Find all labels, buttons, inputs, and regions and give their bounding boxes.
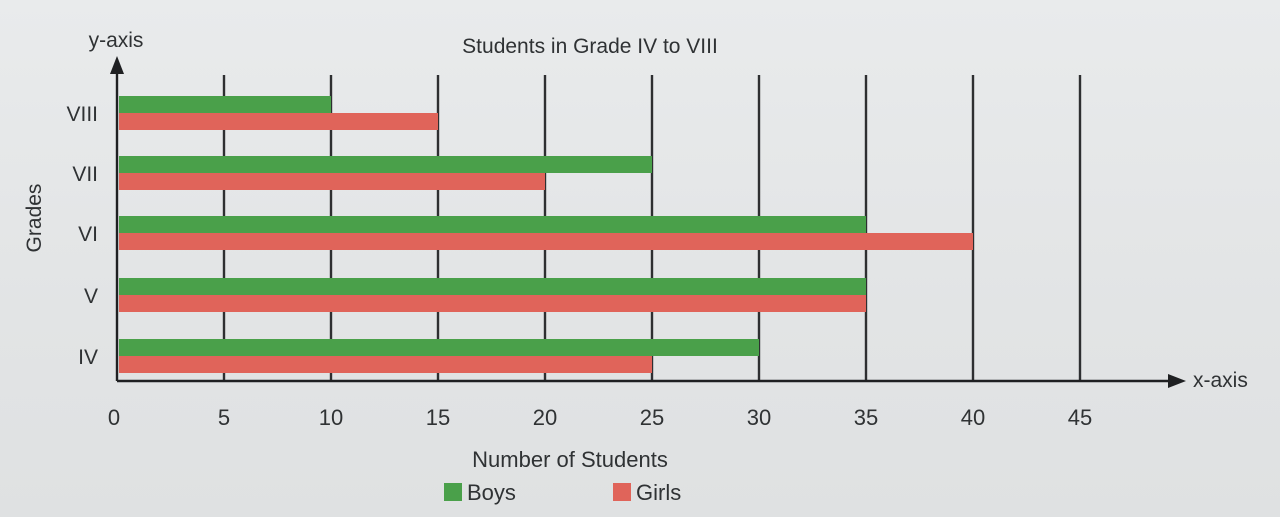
x-tick-label: 40: [961, 405, 985, 430]
bar-girls-vi: [119, 233, 973, 250]
chart-title: Students in Grade IV to VIII: [462, 35, 718, 58]
legend-label-girls: Girls: [636, 480, 681, 505]
x-tick-label: 25: [640, 405, 664, 430]
legend-swatch-boys: [444, 483, 462, 501]
x-tick-label: 5: [218, 405, 230, 430]
x-tick-label: 10: [319, 405, 343, 430]
x-axis-title: Number of Students: [472, 447, 668, 472]
bar-boys-vi: [119, 216, 866, 233]
bar-girls-v: [119, 295, 866, 312]
legend: Boys Girls: [444, 480, 681, 505]
x-tick-label: 0: [108, 405, 120, 430]
y-tick-label: VIII: [66, 103, 98, 126]
x-tick-label: 35: [854, 405, 878, 430]
bar-boys-iv: [119, 339, 759, 356]
x-tick-label: 15: [426, 405, 450, 430]
x-axis-arrow: [1168, 374, 1186, 388]
x-axis-name: x-axis: [1193, 369, 1248, 392]
y-tick-label: VII: [72, 163, 98, 186]
x-tick-labels: 0 5 10 15 20 25 30 35 40 45: [108, 405, 1092, 430]
y-tick-label: VI: [78, 223, 98, 246]
y-tick-labels: IV V VI VII VIII: [66, 103, 98, 369]
bar-boys-viii: [119, 96, 331, 113]
bars-group: [119, 96, 973, 373]
bar-boys-v: [119, 278, 866, 295]
x-tick-label: 45: [1068, 405, 1092, 430]
bar-girls-vii: [119, 173, 545, 190]
legend-label-boys: Boys: [467, 480, 516, 505]
x-tick-label: 20: [533, 405, 557, 430]
x-tick-label: 30: [747, 405, 771, 430]
bar-girls-viii: [119, 113, 438, 130]
bar-boys-vii: [119, 156, 652, 173]
legend-swatch-girls: [613, 483, 631, 501]
y-axis-arrow: [110, 56, 124, 74]
bar-girls-iv: [119, 356, 652, 373]
y-tick-label: IV: [78, 346, 98, 369]
axes-group: [110, 56, 1186, 388]
y-axis-title: Grades: [23, 184, 46, 253]
y-axis-name: y-axis: [89, 29, 144, 52]
y-tick-label: V: [84, 285, 98, 308]
